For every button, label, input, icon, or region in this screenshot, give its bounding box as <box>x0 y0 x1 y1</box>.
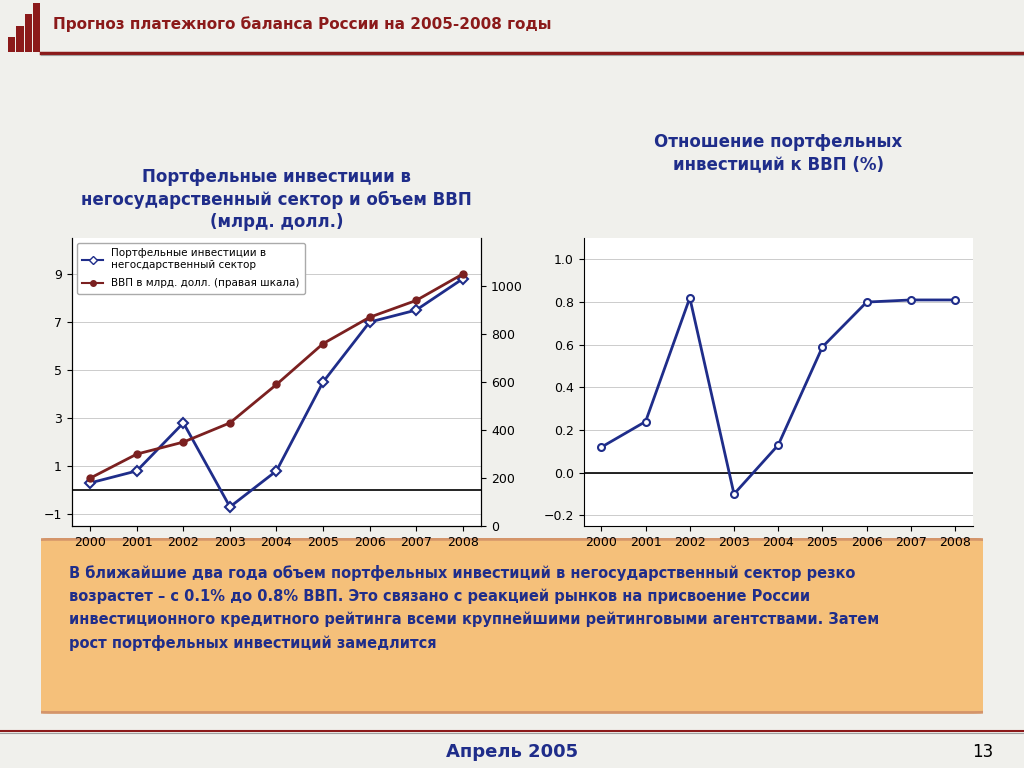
Text: Портфельные инвестиции в
негосударственный сектор и объем ВВП
(млрд. долл.): Портфельные инвестиции в негосударственн… <box>81 168 472 231</box>
Text: Отношение портфельных
инвестиций к ВВП (%): Отношение портфельных инвестиций к ВВП (… <box>654 134 902 174</box>
Text: Апрель 2005: Апрель 2005 <box>445 743 579 761</box>
Legend: Портфельные инвестиции в
негосдарственный сектор, ВВП в млрд. долл. (правая шкал: Портфельные инвестиции в негосдарственны… <box>77 243 305 293</box>
Bar <box>16 26 24 51</box>
Bar <box>25 15 32 51</box>
Bar <box>33 3 40 51</box>
Bar <box>8 38 15 51</box>
Text: В ближайшие два года объем портфельных инвестиций в негосударственный сектор рез: В ближайшие два года объем портфельных и… <box>70 565 880 651</box>
FancyBboxPatch shape <box>23 539 1001 713</box>
Text: Прогноз платежного баланса России на 2005-2008 годы: Прогноз платежного баланса России на 200… <box>53 16 552 32</box>
Text: 13: 13 <box>972 743 993 761</box>
